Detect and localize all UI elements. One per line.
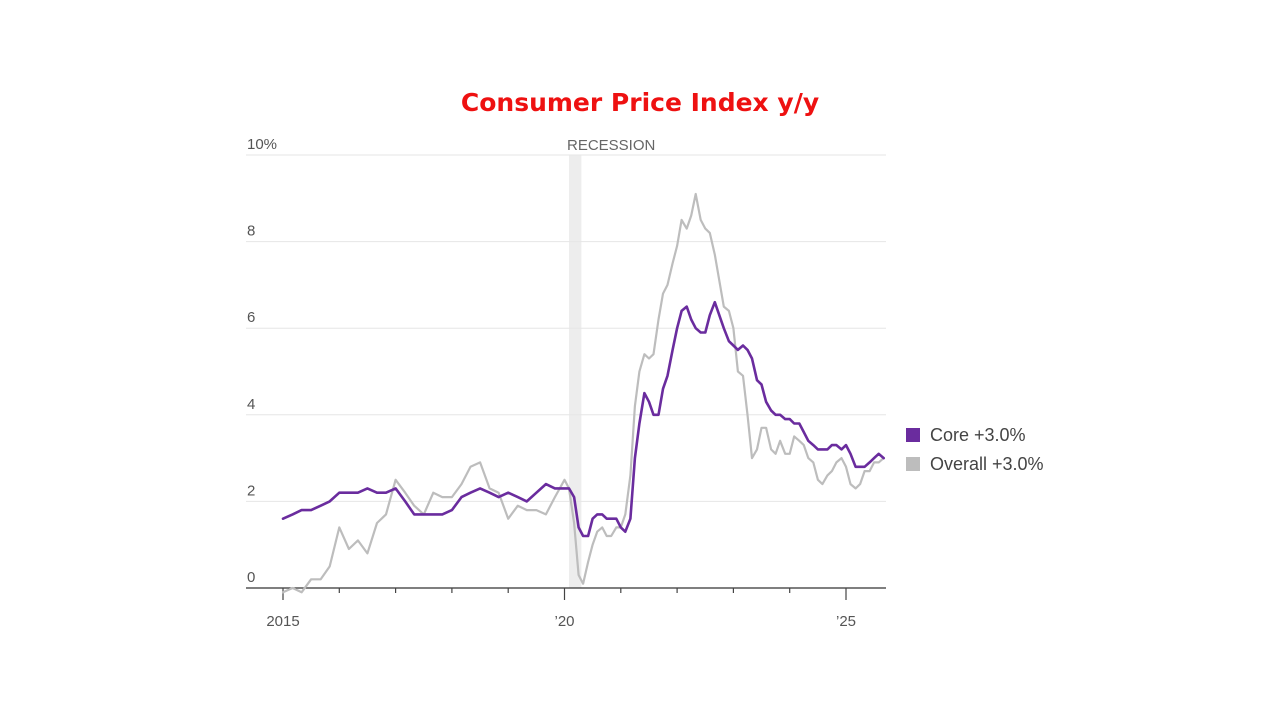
- legend-swatch-overall: [906, 457, 920, 471]
- y-tick-label: 6: [247, 309, 255, 326]
- y-tick-label: 4: [247, 396, 255, 413]
- legend: Core +3.0% Overall +3.0%: [906, 425, 1044, 474]
- legend-label-overall: Overall +3.0%: [930, 454, 1044, 474]
- legend-label-core: Core +3.0%: [930, 425, 1026, 445]
- y-tick-label: 8: [247, 223, 255, 240]
- recession-band-layer: RECESSION: [567, 137, 655, 588]
- y-gridlines: [246, 154, 886, 502]
- recession-label: RECESSION: [567, 137, 655, 154]
- x-tick-label: ’25: [836, 613, 856, 630]
- y-axis-tick-labels: 0 2 4 6 8 10%: [247, 136, 277, 586]
- overall-series-line: [281, 192, 885, 594]
- y-tick-label: 0: [247, 569, 255, 586]
- series-lines: [281, 192, 886, 594]
- x-tick-label: ’20: [554, 613, 574, 630]
- y-tick-label: 2: [247, 482, 255, 499]
- legend-swatch-core: [906, 428, 920, 442]
- x-tick-label: 2015: [266, 613, 299, 630]
- recession-band: [569, 155, 582, 588]
- x-axis-ticks: 2015 ’20 ’25: [266, 588, 856, 630]
- y-tick-label: 10%: [247, 136, 277, 153]
- core-series-line: [281, 300, 886, 538]
- chart-title: Consumer Price Index y/y: [460, 88, 820, 117]
